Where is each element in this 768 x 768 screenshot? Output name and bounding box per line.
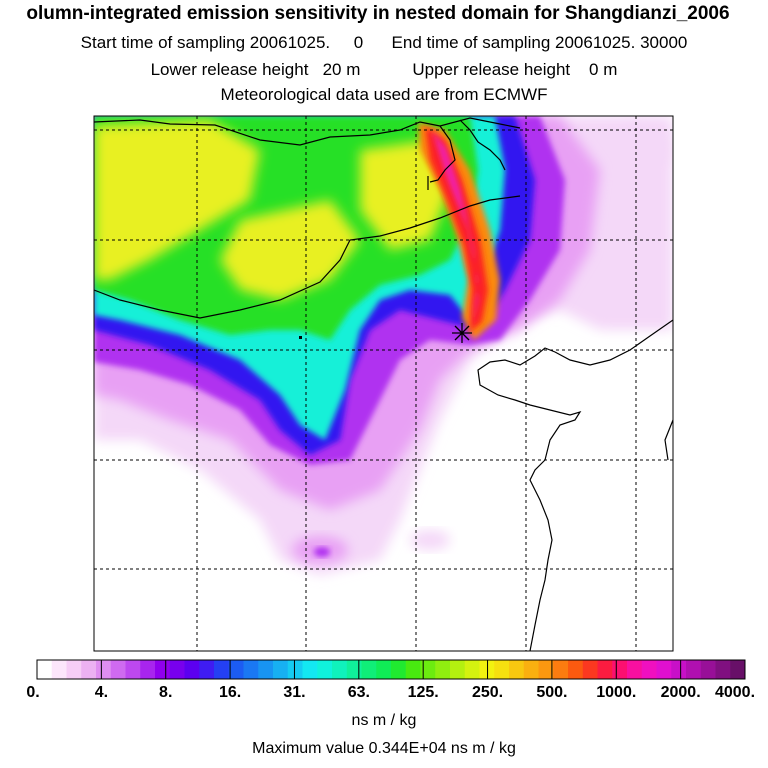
colorbar-segment [155,660,171,679]
colorbar-tick-label: 125. [407,684,439,701]
colorbar-segment [214,660,230,679]
colorbar-segment [317,660,333,679]
plot-title: olumn-integrated emission sensitivity in… [26,3,730,24]
receptor-star-icon [452,323,472,343]
colorbar-segment [273,660,289,679]
sampling-times: Start time of sampling 20061025. 0 End t… [80,33,688,52]
map-frame [93,115,674,652]
colorbar-segment [346,660,362,679]
colorbar-tick-label: 4000. [714,684,756,701]
colorbar-segment [612,660,628,679]
colorbar-segment [376,660,392,679]
colorbar-segment [125,660,141,679]
colorbar-segment [391,660,407,679]
colorbar-segment [568,660,584,679]
colorbar-segment [405,660,421,679]
colorbar-segment [509,660,525,679]
colorbar-segment [686,660,702,679]
city-dot [299,336,302,339]
colorbar-segment [169,660,185,679]
colorbar-tick-label: 500. [536,684,568,701]
colorbar-unit: ns m / kg [351,712,417,729]
colorbar-tick-label: 0. [26,684,40,701]
colorbar-tick-label: 8. [159,684,173,701]
colorbar-segment [361,660,377,679]
coastlines-borders [93,117,674,652]
colorbar-segment [420,660,436,679]
colorbar-segment [450,660,466,679]
colorbar-segment [37,660,53,679]
colorbar-segment [730,660,746,679]
colorbar-segment [332,660,348,679]
colorbar-segment [627,660,643,679]
colorbar-segment [81,660,97,679]
met-data-source: Meteorological data used are from ECMWF [220,85,548,104]
lat-lon-grid [94,116,673,651]
colorbar-segment [553,660,569,679]
colorbar-segment [523,660,539,679]
colorbar-segment [494,660,510,679]
colorbar-tick-label: 31. [283,684,306,701]
colorbar-segment [96,660,112,679]
colorbar-segment [597,660,613,679]
colorbar-segment [641,660,657,679]
colorbar-tick-label: 4. [94,684,109,701]
colorbar-segment [243,660,259,679]
colorbar-segment [656,660,672,679]
colorbar-segment [671,660,687,679]
max-value-label: Maximum value 0.344E+04 ns m / kg [252,740,516,757]
colorbar-segment [199,660,215,679]
colorbar-segment [582,660,598,679]
colorbar-segment [287,660,303,679]
colorbar-frame [36,659,746,680]
colorbar-tick-label: 16. [218,684,242,701]
colorbar-segment [66,660,82,679]
colorbar-segment [140,660,156,679]
colorbar-segment [228,660,244,679]
colorbar-segment [258,660,274,679]
colorbar-segment [538,660,554,679]
release-heights: Lower release height 20 m Upper release … [150,60,618,79]
colorbar-segment [435,660,451,679]
colorbar-segment [464,660,480,679]
colorbar-tick-label: 63. [347,684,370,701]
colorbar-segment [302,660,318,679]
colorbar-segment [700,660,716,679]
colorbar-segment [51,660,67,679]
colorbar-segment [110,660,126,679]
colorbar-tick-label: 2000. [660,684,701,701]
colorbar-segment [715,660,731,679]
colorbar-tick-label: 250. [471,684,504,701]
colorbar-segment [184,660,200,679]
colorbar-tick-label: 1000. [596,684,637,701]
